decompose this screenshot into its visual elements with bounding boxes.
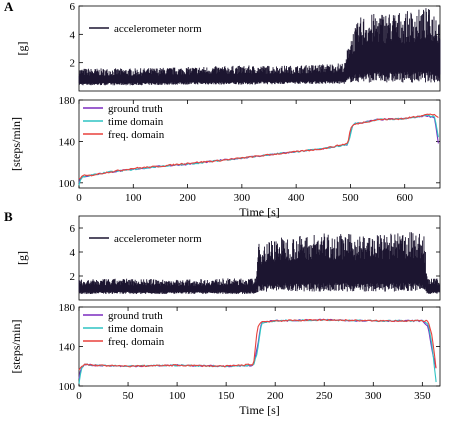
- x-tick-label: 350: [414, 390, 431, 402]
- y-tick-label: 2: [70, 271, 76, 283]
- legend-label-freq-domain: freq. domain: [108, 129, 165, 141]
- plot-frame: [78, 215, 441, 301]
- x-tick-label: 200: [179, 192, 196, 204]
- y-tick-label: 100: [59, 381, 76, 393]
- y-tick-label: 4: [70, 29, 76, 41]
- x-tick-label: 600: [396, 192, 413, 204]
- x-tick-label: 300: [234, 192, 251, 204]
- panel-label-a: A: [4, 0, 14, 14]
- plot-frame: [78, 99, 441, 189]
- y-tick-label: 140: [59, 342, 76, 354]
- y-tick-label: 2: [70, 58, 76, 70]
- x-tick-label: 50: [123, 390, 135, 402]
- panel-b-accelerometer: 2 4 6 [g] accelerometer norm: [15, 215, 441, 301]
- x-axis-label: Time [s]: [239, 205, 280, 219]
- legend-label-accelerometer-norm: accelerometer norm: [114, 23, 202, 35]
- panel-a-accelerometer: 2 4 6 [g] accelerometer norm: [15, 1, 441, 92]
- legend-label-time-domain: time domain: [108, 323, 164, 335]
- legend-label-ground-truth: ground truth: [108, 103, 163, 115]
- legend-label-accelerometer-norm: accelerometer norm: [114, 233, 202, 245]
- y-tick-label: 140: [59, 136, 76, 148]
- series-accelerometer-norm-signal: [78, 8, 441, 86]
- legend-label-freq-domain: freq. domain: [108, 336, 165, 348]
- y-axis-label: [g]: [15, 42, 29, 56]
- x-tick-label: 500: [342, 192, 359, 204]
- y-tick-label: 4: [70, 247, 76, 259]
- legend-label-time-domain: time domain: [108, 116, 164, 128]
- x-axis-label: Time [s]: [239, 403, 280, 417]
- x-tick-label: 0: [76, 192, 82, 204]
- series-freq-domain-line: [78, 318, 437, 371]
- y-tick-label: 100: [59, 178, 76, 190]
- x-tick-label: 100: [125, 192, 142, 204]
- legend-label-ground-truth: ground truth: [108, 310, 163, 322]
- y-axis-label: [steps/min]: [9, 117, 23, 171]
- y-tick-label: 180: [59, 302, 76, 314]
- x-tick-label: 100: [169, 390, 186, 402]
- panel-b-cadence: 100 140 180 0 50 100 150 200 250 300 350 [steps/min…: [9, 302, 441, 417]
- x-tick-label: 150: [218, 390, 235, 402]
- series-accelerometer-norm-signal: [78, 232, 440, 294]
- y-tick-label: 6: [70, 1, 76, 13]
- x-tick-label: 0: [76, 390, 82, 402]
- x-tick-label: 400: [288, 192, 305, 204]
- y-axis-label: [steps/min]: [9, 320, 23, 374]
- x-tick-label: 250: [316, 390, 333, 402]
- x-tick-label: 300: [365, 390, 382, 402]
- x-tick-label: 200: [267, 390, 284, 402]
- panel-label-b: B: [4, 209, 13, 224]
- y-tick-label: 180: [59, 95, 76, 107]
- y-tick-label: 6: [70, 223, 76, 235]
- series-freq-domain-line: [78, 113, 439, 180]
- y-axis-label: [g]: [15, 251, 29, 265]
